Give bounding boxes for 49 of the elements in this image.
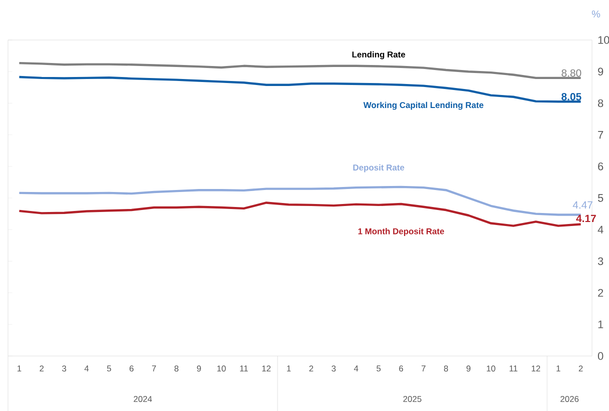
y-tick-label: 6 (598, 162, 604, 170)
x-tick-label: 10 (486, 366, 496, 372)
x-tick-label: 3 (62, 366, 66, 372)
text: 1 Month Deposit Rate (358, 228, 444, 236)
y-tick-label: 7 (598, 131, 604, 139)
data-label: 4.47 (572, 201, 592, 209)
x-tick-label: 4 (354, 366, 358, 372)
x-tick-label: 1 (18, 366, 22, 372)
x-tick-label: 1 (556, 366, 560, 372)
x-tick-label: 9 (466, 366, 470, 372)
x-tick-label: 11 (510, 366, 518, 372)
y-tick-label: 4 (598, 226, 604, 234)
y-tick-label: 10 (598, 36, 609, 44)
x-tick-label: 12 (262, 366, 271, 372)
x-tick-label: 12 (532, 366, 540, 372)
y-tick-label: 1 (598, 320, 604, 328)
x-tick-label: 2 (578, 366, 583, 372)
x-tick-label: 8 (444, 366, 448, 372)
x-tick-label: 3 (332, 366, 336, 372)
y-tick-label: 0 (598, 352, 604, 360)
y-tick-label: 3 (598, 257, 604, 266)
x-tick-label: 6 (399, 366, 404, 372)
x-tick-label: 2 (40, 366, 44, 372)
data-label: 8.05 (562, 93, 582, 100)
y-tick-label: 5 (598, 194, 604, 202)
x-tick-label: 4 (84, 366, 89, 372)
series-label: Working Capital Lending Rate (363, 102, 484, 110)
x-tick-label: 5 (107, 366, 112, 372)
y-tick-label: 8 (598, 99, 604, 108)
x-tick-label: 10 (217, 366, 226, 372)
y-tick-label: 2 (598, 288, 604, 297)
x-tick-label: 5 (376, 366, 381, 372)
text: 2025 (403, 396, 422, 402)
x-tick-label: 7 (152, 366, 156, 372)
data-label: 8.80 (562, 69, 582, 77)
y-tick-label: 9 (598, 68, 604, 76)
x-tick-label: 8 (174, 366, 178, 372)
series-label: Deposit Rate (353, 164, 404, 172)
x-tick-label: 11 (240, 366, 248, 372)
x-tick-label: 6 (130, 366, 134, 372)
y-axis-title: % (592, 10, 600, 18)
text: 2026 (560, 396, 579, 402)
x-tick-label: 2 (309, 366, 314, 372)
text: 2024 (134, 396, 152, 402)
x-tick-label: 1 (287, 366, 291, 372)
x-tick-label: 7 (422, 366, 426, 372)
data-label: 4.17 (576, 214, 596, 222)
x-tick-label: 9 (196, 366, 201, 372)
series-label: Lending Rate (352, 51, 406, 60)
